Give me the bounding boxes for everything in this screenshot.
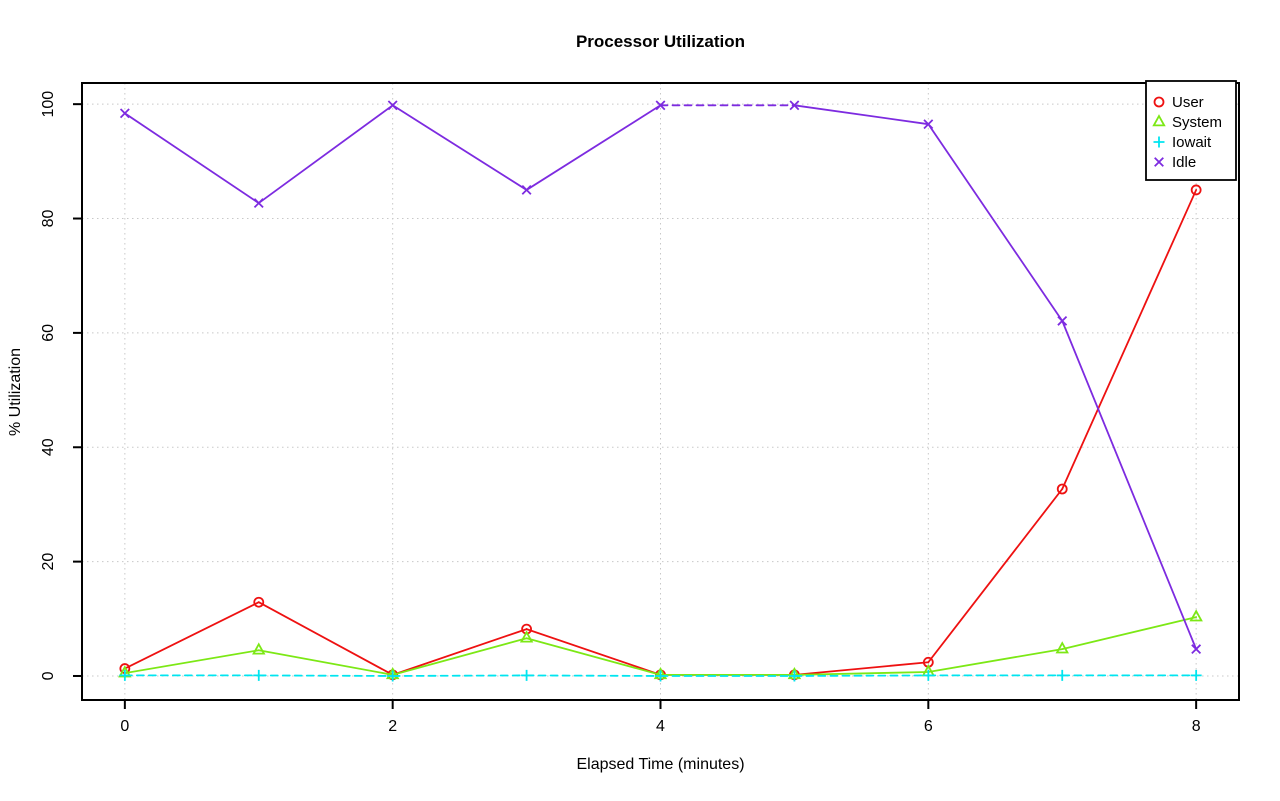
series-system-line [927,648,1064,673]
series-idle-point [789,100,800,111]
chart-title: Processor Utilization [575,32,746,51]
y-tick-label: 100 [40,91,57,118]
series-idle-point [655,100,666,111]
legend-marker-idle [1154,157,1164,167]
series-system-line [1061,616,1198,651]
series-idle-line [525,104,662,191]
legend-marker-iowait [1153,136,1165,148]
series-iowait-point [922,669,934,681]
series-iowait-point [253,669,265,681]
series-user-point [1056,483,1068,495]
series-idle-line [793,104,930,126]
series-user-line [793,661,930,676]
y-tick-label: 60 [40,324,57,342]
series-iowait-point [1190,669,1202,681]
series-iowait-line [525,674,662,677]
series-user-line [927,488,1064,664]
series-iowait-line [391,674,528,677]
series-idle-point [1057,315,1068,326]
y-tick-label: 80 [40,210,57,228]
series-user-point [1190,184,1202,196]
series-iowait-point [119,669,131,681]
series-iowait-line [793,674,930,677]
legend-label-idle: Idle [1172,154,1196,171]
series-system-line [793,671,930,676]
series-system-line [391,637,528,676]
series-system-point [1189,609,1203,622]
y-tick-label: 20 [40,553,57,571]
series-iowait-point [521,669,533,681]
series-user-line [391,628,528,676]
series-user-line [1061,189,1198,490]
series-idle-point [521,184,532,195]
series-system-point [519,630,534,643]
series-iowait-point [788,670,800,682]
series-iowait-point [1056,669,1068,681]
series-user-line [525,628,662,676]
series-idle-line [1061,319,1198,651]
series-idle-point [119,108,130,119]
x-tick-label: 4 [656,718,665,735]
y-tick-label: 40 [40,438,57,456]
series-user-line [123,601,260,670]
legend-label-system: System [1172,114,1222,131]
series-idle-point [923,119,934,130]
x-tick-label: 2 [388,718,397,735]
series-idle-line [123,112,260,204]
series-idle-point [253,198,264,209]
series-system-line [525,637,662,676]
x-tick-label: 6 [924,718,933,735]
plot-border [81,82,1240,701]
legend-marker-system [1152,114,1166,127]
series-user-line [257,601,394,676]
series-iowait-point [387,670,399,682]
legend-label-user: User [1172,94,1204,111]
series-user-point [253,596,265,608]
series-iowait-point [655,670,666,682]
x-tick-label: 8 [1192,718,1201,735]
series-idle-point [387,100,398,111]
legend-marker-user [1153,96,1165,108]
series-system-line [257,649,394,676]
x-tick-label: 0 [120,718,129,735]
series-system-point [252,642,266,655]
series-idle-line [391,104,528,191]
series-system-line [123,649,260,675]
legend-label-iowait: Iowait [1172,134,1212,151]
x-axis-label: Elapsed Time (minutes) [576,756,745,773]
series-idle-line [927,123,1064,322]
series-idle-point [1191,644,1202,655]
series-idle-line [257,104,394,204]
y-tick-label: 0 [40,671,57,680]
series-system-point [1055,641,1069,654]
series-iowait-line [257,674,394,677]
